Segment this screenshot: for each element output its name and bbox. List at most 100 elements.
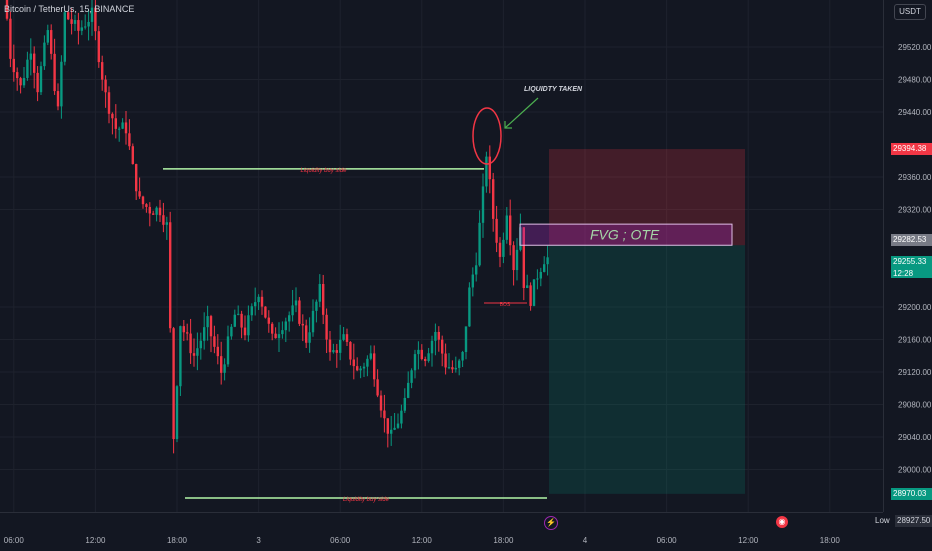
- candle-body: [318, 283, 321, 302]
- candle-body: [182, 326, 185, 333]
- candle-body: [9, 18, 12, 59]
- candle-body: [111, 113, 114, 119]
- candle-body: [5, 0, 9, 19]
- candle-body: [101, 62, 104, 80]
- candle-body: [390, 429, 393, 434]
- candle-body: [461, 351, 464, 361]
- candle-body: [60, 61, 63, 107]
- candle-body: [471, 274, 474, 288]
- candle-body: [70, 19, 73, 24]
- candle-body: [481, 186, 485, 223]
- candle-body: [522, 227, 525, 288]
- liquidity-top-label: Liquidity buy side: [300, 168, 347, 174]
- currency-button[interactable]: USDT: [894, 4, 926, 20]
- candle-body: [250, 306, 253, 316]
- candle-body: [434, 331, 437, 341]
- candle-body: [383, 410, 386, 419]
- symbol-title[interactable]: Bitcoin / TetherUs, 15, BINANCE: [4, 4, 135, 14]
- candle-body: [386, 418, 389, 434]
- target-price-tag: 28970.03: [891, 487, 932, 500]
- candle-body: [155, 207, 158, 215]
- candle-body: [546, 257, 549, 265]
- candle-body: [254, 302, 257, 307]
- candle-body: [447, 367, 451, 369]
- candle-body: [512, 245, 515, 271]
- candle-body: [145, 204, 148, 207]
- liquidity-arrow-head: [504, 121, 512, 129]
- candle-body: [427, 353, 430, 361]
- target-zone: [549, 245, 745, 494]
- candle-body: [189, 333, 192, 354]
- time-axis[interactable]: [0, 512, 883, 551]
- candle-body: [362, 366, 366, 369]
- candle-body: [87, 21, 90, 27]
- candle-body: [158, 207, 162, 216]
- candle-body: [206, 316, 209, 328]
- candle-body: [237, 313, 240, 315]
- candle-body: [209, 316, 213, 337]
- candle-body: [104, 79, 107, 93]
- candle-body: [230, 326, 233, 337]
- candle-body: [464, 326, 468, 352]
- candle-body: [271, 323, 274, 334]
- price-tick-label: 29320.00: [898, 206, 932, 215]
- candle-body: [509, 215, 512, 246]
- candle-body: [284, 321, 287, 331]
- candle-body: [393, 427, 396, 430]
- candle-body: [135, 164, 138, 192]
- event-icon[interactable]: ◉: [776, 516, 788, 528]
- candle-body: [179, 326, 182, 387]
- candle-body: [29, 53, 32, 60]
- fvg-box: [519, 223, 733, 246]
- candle-body: [349, 341, 352, 360]
- candle-body: [223, 364, 226, 373]
- low-label: Low: [875, 516, 890, 525]
- candle-body: [311, 310, 315, 333]
- candle-body: [410, 370, 413, 383]
- price-axis[interactable]: [883, 0, 932, 512]
- liquidity-taken-label: LIQUIDTY TAKEN: [524, 86, 583, 93]
- candle-body: [281, 330, 284, 335]
- candle-body: [233, 314, 236, 327]
- candle-body: [118, 128, 121, 130]
- price-tick-label: 29040.00: [898, 433, 932, 442]
- candle-body: [407, 382, 410, 398]
- candle-body: [356, 366, 359, 371]
- candle-body: [226, 336, 230, 365]
- candle-body: [478, 222, 481, 266]
- candle-body: [454, 367, 457, 370]
- liquidity-arrow: [504, 97, 539, 129]
- candle-body: [26, 59, 29, 78]
- candle-body: [67, 12, 70, 20]
- stop-zone: [549, 149, 745, 246]
- liquidity-bottom-label: Liquidity buy side: [343, 497, 390, 503]
- candle-body: [342, 334, 345, 340]
- candle-body: [424, 359, 427, 361]
- candle-body: [536, 278, 539, 280]
- candle-body: [376, 379, 379, 396]
- candle-body: [97, 31, 100, 63]
- candle-body: [345, 334, 349, 342]
- candle-body: [203, 327, 206, 341]
- candle-body: [420, 349, 423, 360]
- candle-body: [56, 91, 60, 107]
- candle-body: [308, 332, 311, 343]
- lightning-icon[interactable]: ⚡: [544, 516, 558, 530]
- candle-body: [403, 397, 406, 411]
- candle-body: [325, 314, 328, 340]
- candle-body: [543, 264, 546, 272]
- candle-body: [332, 350, 335, 353]
- candle-body: [529, 285, 532, 306]
- price-tick-label: 29120.00: [898, 368, 932, 377]
- candle-body: [148, 206, 151, 214]
- candle-body: [138, 191, 141, 197]
- candle-body: [192, 353, 196, 356]
- candle-body: [257, 296, 260, 303]
- candle-body: [373, 353, 376, 380]
- candle-body: [315, 301, 318, 311]
- price-tick-label: 29160.00: [898, 336, 932, 345]
- price-tick-label: 29360.00: [898, 173, 932, 182]
- candle-body: [498, 242, 502, 257]
- candle-body: [437, 331, 440, 340]
